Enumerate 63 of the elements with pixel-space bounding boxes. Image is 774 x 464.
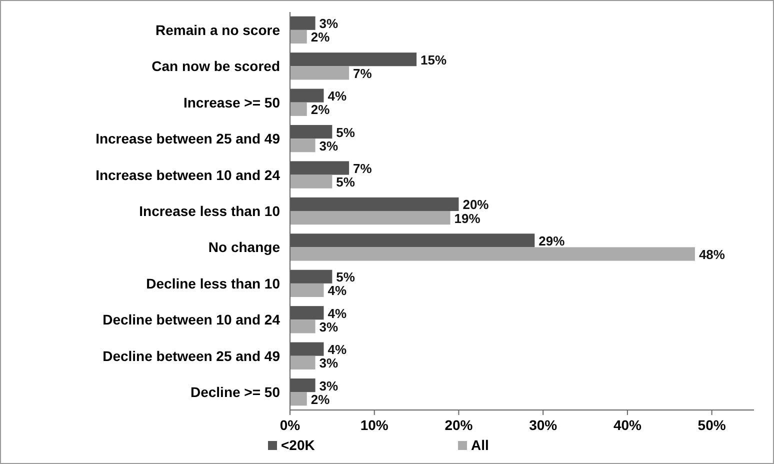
bar <box>290 320 316 334</box>
data-label: 5% <box>336 270 356 285</box>
data-label: 7% <box>353 66 372 81</box>
bar <box>290 283 324 298</box>
x-tick-label: 10% <box>360 417 389 433</box>
data-label: 4% <box>328 342 347 358</box>
y-tick-label: Can now be scored <box>152 58 280 74</box>
bar <box>290 356 316 370</box>
data-label: 3% <box>319 138 339 154</box>
bar <box>290 247 695 261</box>
data-label: 2% <box>310 30 330 45</box>
bar <box>290 88 324 102</box>
y-tick-label: Decline between 25 and 49 <box>102 348 280 364</box>
bar <box>290 102 307 116</box>
y-tick-label: Decline >= 50 <box>190 384 280 400</box>
data-label: 2% <box>310 102 330 118</box>
bar <box>290 378 316 392</box>
bar <box>290 161 350 175</box>
data-label: 4% <box>328 306 347 321</box>
bar <box>290 174 332 188</box>
y-tick-label: Increase between 10 and 24 <box>96 166 280 183</box>
x-tick-label: 0% <box>280 417 301 433</box>
bar <box>290 66 350 80</box>
x-tick-label: 50% <box>698 417 726 433</box>
bar <box>290 211 450 225</box>
bar <box>290 52 417 66</box>
x-tick-label: 20% <box>444 417 474 433</box>
data-label: 20% <box>462 197 490 212</box>
y-tick-label: Remain a no score <box>156 22 280 38</box>
data-label: 4% <box>328 88 347 104</box>
y-tick-label: Increase less than 10 <box>139 203 280 219</box>
bar <box>290 30 307 44</box>
bar <box>290 16 316 30</box>
data-label: 4% <box>328 283 347 298</box>
bar <box>290 138 316 152</box>
data-label: 2% <box>310 392 330 407</box>
x-tick-label: 40% <box>613 417 642 433</box>
data-label: 3% <box>319 16 339 32</box>
data-label: 3% <box>319 319 339 334</box>
y-tick-label: No change <box>208 239 280 256</box>
y-tick-label: Decline less than 10 <box>146 275 280 292</box>
data-label: 7% <box>353 160 372 176</box>
bar <box>290 342 324 356</box>
legend-label: <20K <box>281 437 315 453</box>
bar <box>290 392 307 406</box>
data-label: 5% <box>336 124 356 140</box>
bar <box>290 306 324 320</box>
x-tick-label: 30% <box>529 417 558 433</box>
y-tick-label: Decline between 10 and 24 <box>102 312 280 328</box>
y-tick-label: Increase between 25 and 49 <box>96 130 280 147</box>
data-label: 3% <box>319 356 339 371</box>
data-label: 19% <box>454 210 481 226</box>
data-label: 5% <box>336 174 356 190</box>
bar <box>290 124 332 139</box>
data-label: 48% <box>698 247 726 262</box>
data-label: 29% <box>538 233 566 248</box>
bar <box>290 270 332 284</box>
bar <box>290 234 535 248</box>
data-label: 3% <box>319 378 339 394</box>
bar <box>290 197 459 211</box>
data-label: 15% <box>420 52 448 68</box>
y-tick-label: Increase >= 50 <box>183 94 280 110</box>
legend-label: All <box>471 437 489 453</box>
